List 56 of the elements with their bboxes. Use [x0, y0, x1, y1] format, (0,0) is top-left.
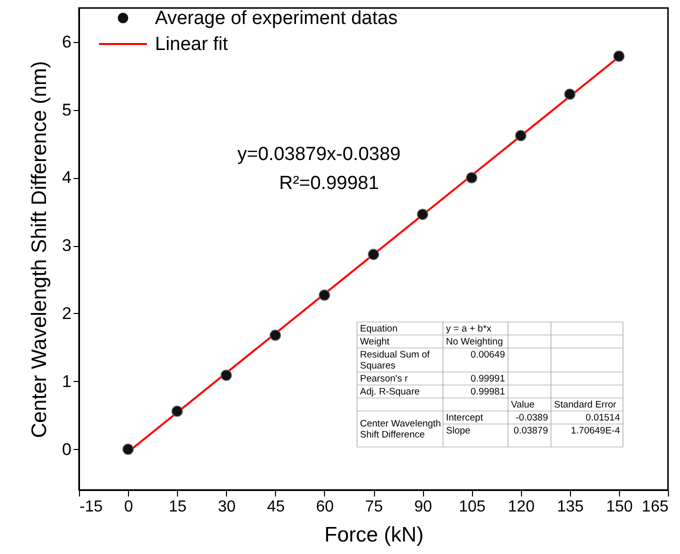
- x-tick-label: 150: [606, 498, 633, 516]
- y-tick-label: 1: [62, 372, 72, 391]
- annotation: Center Wavelength Shift Difference: [360, 418, 441, 440]
- point: [613, 50, 625, 62]
- legend-label: Linear fit: [155, 34, 229, 55]
- annotation: 0.03879: [514, 426, 548, 436]
- annotation: 0.00649: [470, 350, 505, 360]
- annotation: Equation: [360, 324, 398, 334]
- x-tick-label: 105: [458, 498, 486, 516]
- annotation: 0.99991: [470, 374, 505, 384]
- annotation: Weight: [360, 336, 390, 348]
- annotation: Adj. R-Square: [360, 386, 420, 398]
- x-tick-label: 60: [316, 498, 334, 516]
- point: [416, 208, 428, 220]
- annotation: 0.99981: [470, 386, 505, 398]
- x-tick-label: 15: [168, 498, 187, 516]
- annotation: 0.01514: [586, 412, 620, 424]
- point: [564, 88, 576, 100]
- annotation: Slope: [446, 426, 470, 436]
- x-axis-title: Force (kN): [324, 524, 424, 546]
- y-tick-label: 2: [62, 304, 72, 323]
- annotation: R²=0.99981: [279, 173, 379, 194]
- x-tick-label: 75: [365, 498, 383, 516]
- x-tick-label: 120: [508, 498, 535, 516]
- x-tick-label: 90: [414, 498, 432, 516]
- annotation: y = a + b*x: [446, 324, 492, 334]
- y-tick-label: 6: [62, 32, 72, 52]
- annotation: Value: [511, 400, 535, 410]
- point: [122, 444, 134, 455]
- x-tick-label: 45: [266, 498, 285, 516]
- point: [318, 290, 330, 301]
- point: [466, 172, 478, 184]
- point: [270, 330, 281, 341]
- x-tick-label: 165: [642, 498, 669, 516]
- x-tick-label: 0: [124, 498, 134, 516]
- x-tick-label: 135: [556, 498, 584, 516]
- y-tick-label: 0: [62, 440, 72, 459]
- point: [172, 406, 183, 417]
- annotation: Residual Sum of Squares: [360, 350, 430, 372]
- x-tick-label: 30: [218, 498, 236, 516]
- annotation: -0.0389: [516, 412, 548, 424]
- annotation: Pearson's r: [360, 374, 408, 384]
- annotation: Standard Error: [554, 400, 616, 410]
- y-tick-label: 5: [62, 100, 72, 120]
- annotation: Intercept: [446, 412, 484, 424]
- annotation: 1.70649E-4: [570, 426, 620, 436]
- point: [515, 130, 526, 142]
- y-tick-label: 4: [62, 168, 72, 188]
- annotation: y=0.03879x-0.0389: [237, 144, 401, 165]
- x-tick-label: -15: [80, 498, 103, 516]
- point: [368, 248, 380, 260]
- y-tick-label: 3: [62, 236, 72, 256]
- legend-label: Average of experiment datas: [155, 8, 398, 29]
- annotation: No Weighting: [446, 336, 503, 348]
- point: [220, 370, 232, 381]
- y-axis-title: Center Wavelength Shift Difference (nm): [28, 61, 52, 438]
